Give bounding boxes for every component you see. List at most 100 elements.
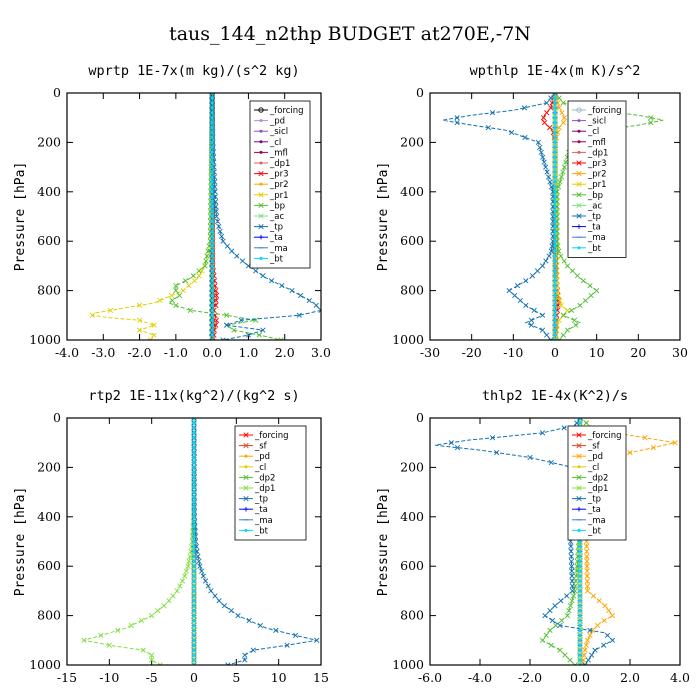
legend-label: _sf	[254, 442, 268, 452]
legend-label: _pr2	[587, 170, 607, 180]
data-point	[521, 105, 528, 111]
data-point	[213, 213, 220, 220]
data-point	[609, 612, 616, 619]
data-point	[210, 200, 214, 204]
legend-label: _tp	[269, 223, 283, 233]
data-point	[210, 150, 214, 154]
data-point	[210, 313, 214, 317]
data-point	[553, 126, 557, 130]
data-point	[573, 573, 579, 579]
data-point	[584, 548, 590, 554]
data-point	[448, 440, 454, 446]
data-point	[89, 312, 96, 318]
legend-entry: _bt	[254, 254, 284, 264]
data-point	[562, 652, 568, 658]
data-point	[556, 317, 562, 323]
data-point	[246, 617, 252, 624]
data-point	[210, 337, 216, 340]
data-point	[548, 459, 554, 466]
data-point	[539, 312, 546, 318]
data-point	[547, 179, 553, 185]
data-point	[568, 543, 574, 550]
y-tick-label: 0	[53, 85, 61, 100]
data-point	[578, 421, 582, 425]
data-point	[553, 303, 557, 307]
y-tick-label: 0	[416, 85, 424, 100]
data-point	[225, 662, 231, 665]
legend-marker	[258, 202, 264, 209]
data-point	[210, 318, 214, 322]
data-point	[553, 106, 557, 110]
data-point	[192, 475, 196, 479]
legend-entry: _cl	[572, 463, 599, 473]
data-point	[552, 93, 558, 96]
data-point	[204, 253, 210, 259]
data-point	[577, 418, 583, 421]
data-point	[161, 603, 167, 609]
data-point	[553, 205, 557, 209]
data-point	[210, 333, 214, 337]
legend-marker	[576, 495, 582, 502]
data-point	[147, 337, 154, 340]
series-line	[554, 93, 664, 340]
data-point	[584, 583, 591, 589]
data-point	[210, 269, 214, 273]
legend-label: _ma	[269, 244, 288, 254]
data-point	[569, 588, 576, 594]
data-point	[209, 93, 215, 96]
legend-marker	[576, 213, 582, 219]
legend-entry: _pr1	[254, 191, 289, 201]
data-point	[569, 598, 575, 604]
data-point	[216, 598, 222, 604]
data-point	[192, 505, 196, 509]
data-point	[522, 134, 528, 141]
x-tick-label: 20	[630, 345, 646, 360]
legend-marker	[576, 170, 582, 177]
data-point	[192, 648, 196, 652]
data-point	[553, 264, 557, 268]
data-point	[273, 627, 279, 634]
data-point	[210, 303, 214, 307]
data-point	[151, 332, 157, 338]
data-point	[578, 604, 582, 608]
legend-entry: _ac	[572, 201, 602, 211]
data-point	[173, 287, 179, 294]
data-point	[189, 543, 195, 550]
data-point	[548, 105, 554, 111]
data-point	[107, 307, 114, 313]
data-point	[584, 578, 590, 584]
data-point	[553, 298, 557, 302]
data-point	[210, 101, 214, 105]
legend-entry: _forcing	[572, 431, 622, 441]
legend-entry: _cl	[572, 127, 599, 137]
data-point	[192, 465, 196, 469]
data-point	[528, 317, 535, 323]
y-axis-label: Pressure [hPa]	[13, 162, 28, 272]
legend-marker	[259, 182, 263, 186]
data-point	[544, 100, 550, 106]
legend-marker	[577, 119, 581, 123]
data-point	[594, 287, 600, 294]
data-point	[210, 219, 214, 223]
data-point	[556, 105, 562, 111]
data-point	[601, 642, 607, 648]
legend-entry: _ta	[239, 505, 268, 515]
data-point	[578, 584, 582, 588]
data-point	[556, 337, 562, 340]
data-point	[242, 657, 248, 663]
data-point	[284, 642, 290, 648]
y-tick-label: 400	[400, 509, 424, 524]
legend-entry: _ma	[572, 233, 606, 243]
data-point	[553, 116, 557, 120]
data-point	[192, 633, 196, 637]
data-point	[115, 627, 121, 634]
x-tick-label: -2.0	[518, 670, 542, 685]
data-point	[210, 229, 214, 233]
data-point	[136, 327, 143, 333]
legend-marker	[244, 454, 248, 458]
series-tp	[209, 93, 321, 340]
data-point	[98, 632, 104, 638]
data-point	[559, 617, 565, 624]
data-point	[517, 297, 523, 304]
data-point	[210, 106, 214, 110]
